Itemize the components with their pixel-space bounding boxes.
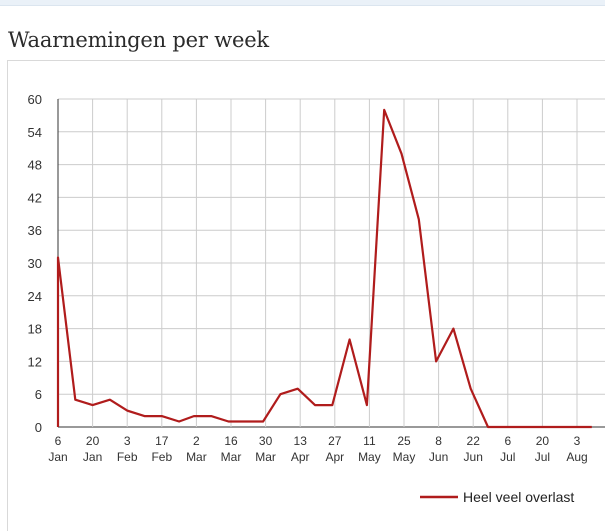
x-tick-day: 20: [86, 434, 100, 448]
x-tick-month: Apr: [325, 450, 344, 464]
x-tick-month: May: [393, 450, 416, 464]
x-tick-month: Jul: [500, 450, 515, 464]
x-tick-day: 13: [294, 434, 308, 448]
x-tick-day: 3: [574, 434, 581, 448]
x-tick-month: Mar: [186, 450, 207, 464]
x-tick-day: 30: [259, 434, 273, 448]
y-tick-label: 30: [28, 256, 42, 271]
x-tick-day: 16: [224, 434, 238, 448]
page-title: Waarnemingen per week: [8, 28, 269, 52]
x-tick-month: Aug: [566, 450, 587, 464]
x-tick-month: Apr: [291, 450, 310, 464]
x-tick-day: 17: [155, 434, 169, 448]
x-axis-ticks: 6 Jan 20 Jan 3 Feb 17 Feb 2 Mar 16 Mar 30 Mar 13 Apr 27 A…: [48, 434, 587, 464]
x-tick-day: 6: [504, 434, 511, 448]
grid-lines: [57, 98, 605, 428]
legend: Heel veel overlast: [420, 489, 574, 505]
x-tick-month: Mar: [221, 450, 242, 464]
top-strip: [0, 0, 605, 6]
y-tick-label: 18: [28, 322, 42, 337]
x-tick-month: Feb: [117, 450, 138, 464]
x-tick-month: Jun: [429, 450, 448, 464]
series-line: [56, 108, 592, 429]
y-tick-label: 60: [28, 92, 42, 107]
x-tick-day: 25: [397, 434, 411, 448]
x-tick-month: Jan: [48, 450, 67, 464]
x-tick-day: 27: [328, 434, 342, 448]
x-tick-day: 3: [124, 434, 131, 448]
x-tick-day: 2: [193, 434, 200, 448]
y-tick-label: 0: [35, 420, 42, 435]
x-tick-day: 8: [435, 434, 442, 448]
x-tick-month: May: [358, 450, 381, 464]
x-tick-month: Mar: [255, 450, 276, 464]
y-tick-label: 24: [28, 289, 42, 304]
x-tick-day: 6: [55, 434, 62, 448]
x-tick-day: 20: [536, 434, 550, 448]
x-tick-month: Jul: [535, 450, 550, 464]
y-tick-label: 6: [35, 387, 42, 402]
legend-label-heel-veel-overlast: Heel veel overlast: [463, 489, 574, 505]
x-tick-day: 11: [363, 434, 376, 448]
x-tick-month: Feb: [151, 450, 172, 464]
y-tick-label: 48: [28, 158, 42, 173]
x-tick-month: Jun: [464, 450, 483, 464]
y-tick-label: 12: [28, 354, 42, 369]
series-lines: [56, 108, 592, 429]
y-tick-label: 54: [28, 125, 42, 140]
y-tick-label: 36: [28, 223, 42, 238]
x-tick-day: 22: [467, 434, 481, 448]
y-tick-label: 42: [28, 190, 42, 205]
x-tick-month: Jan: [83, 450, 102, 464]
y-axis-ticks: 0 6 12 18 24 30 36 42 48 54 60: [28, 92, 42, 435]
